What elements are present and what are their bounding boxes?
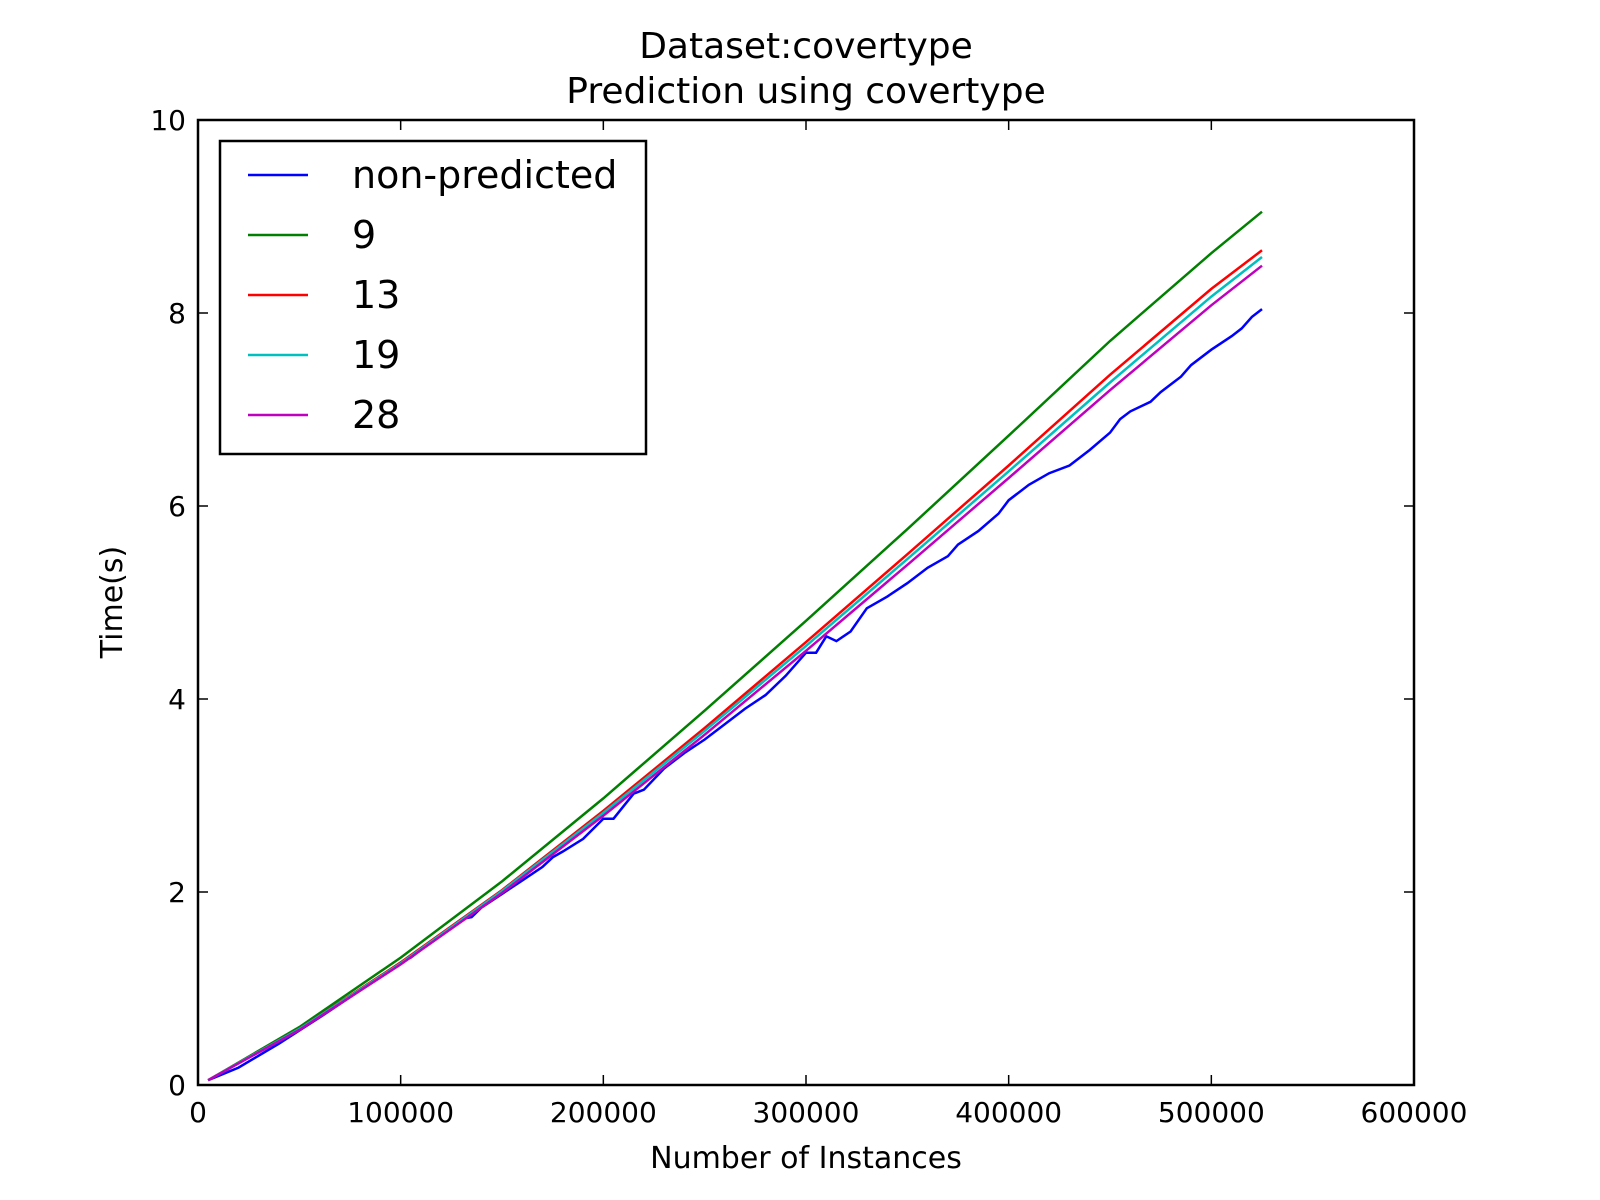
chart-subtitle: Prediction using covertype [566,71,1045,112]
legend: non-predicted 9 13 19 28 [218,139,648,456]
ticks-layer: 0 100000 200000 300000 400000 500000 600000 0 2 4… [150,104,1467,1129]
legend-frame [218,139,648,456]
series-layer [207,210,1263,1082]
y-tick-label: 2 [168,876,186,909]
x-tick-label: 200000 [550,1096,657,1129]
y-tick-label: 6 [168,490,186,523]
legend-item: 13 [248,273,400,317]
legend-item: 19 [248,333,400,377]
legend-item: 9 [248,213,376,257]
x-tick-label: 500000 [1158,1096,1265,1129]
series-line-1 [207,210,1263,1082]
x-tick-label: 300000 [753,1096,860,1129]
y-tick-label: 0 [168,1069,186,1102]
y-tick-label: 8 [168,297,186,330]
series-line-4 [207,264,1263,1082]
y-tick-label: 4 [168,683,186,716]
y-axis-label: Time(s) [95,546,130,659]
x-tick-label: 600000 [1361,1096,1468,1129]
legend-label: 19 [352,333,400,377]
x-tick-label: 400000 [955,1096,1062,1129]
legend-label: 9 [352,213,376,257]
legend-label: non-predicted [352,153,617,197]
x-axis-label: Number of Instances [650,1141,962,1176]
chart-title: Dataset:covertype [639,26,973,67]
legend-item: non-predicted [248,153,617,197]
x-tick-label: 0 [189,1096,207,1129]
legend-label: 13 [352,273,400,317]
legend-label: 28 [352,393,400,437]
y-tick-label: 10 [150,104,186,137]
x-tick-label: 100000 [347,1096,454,1129]
legend-item: 28 [248,393,400,437]
